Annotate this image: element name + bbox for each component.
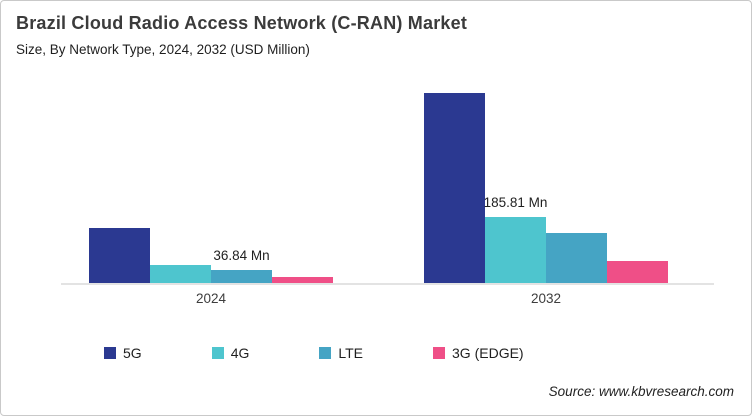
legend-label-3g-edge: 3G (EDGE) [452, 345, 524, 361]
legend-swatch-5g [104, 347, 116, 359]
legend-item-lte: LTE [319, 345, 363, 361]
legend: 5G 4G LTE 3G (EDGE) [104, 345, 524, 361]
legend-label-4g: 4G [230, 345, 250, 361]
bar-3g-2024 [272, 277, 333, 283]
data-label-lte-2024: 36.84 Mn [213, 247, 270, 263]
legend-label-5g: 5G [123, 345, 142, 361]
chart-title: Brazil Cloud Radio Access Network (C-RAN… [16, 13, 468, 33]
legend-swatch-4g [211, 347, 224, 359]
bar-3g-2032 [607, 261, 668, 283]
bar-5g-2032 [424, 93, 485, 283]
legend-item-5g: 5G [104, 345, 142, 361]
bar-lte-2024 [211, 269, 272, 283]
legend-item-3g-edge: 3G (EDGE) [433, 345, 524, 361]
x-tick-2024: 2024 [195, 291, 227, 306]
source-attribution: Source: www.kbvresearch.com [548, 384, 734, 399]
bar-5g-2024 [89, 228, 150, 283]
bar-lte-2032 [546, 232, 607, 283]
bar-group-2032 [424, 76, 668, 283]
bar-4g-2024 [150, 264, 211, 283]
plot-area: 36.84 Mn 185.81 Mn 2024 2032 [61, 76, 714, 306]
chart-subtitle: Size, By Network Type, 2024, 2032 (USD M… [16, 42, 310, 57]
legend-item-4g: 4G [211, 345, 250, 361]
bar-group-2024 [89, 76, 333, 283]
x-tick-2032: 2032 [530, 291, 562, 306]
legend-label-lte: LTE [338, 345, 364, 361]
legend-swatch-3g-edge [433, 347, 446, 359]
legend-swatch-lte [319, 347, 332, 359]
bar-4g-2032 [485, 217, 546, 283]
data-label-4g-2032: 185.81 Mn [483, 195, 548, 211]
